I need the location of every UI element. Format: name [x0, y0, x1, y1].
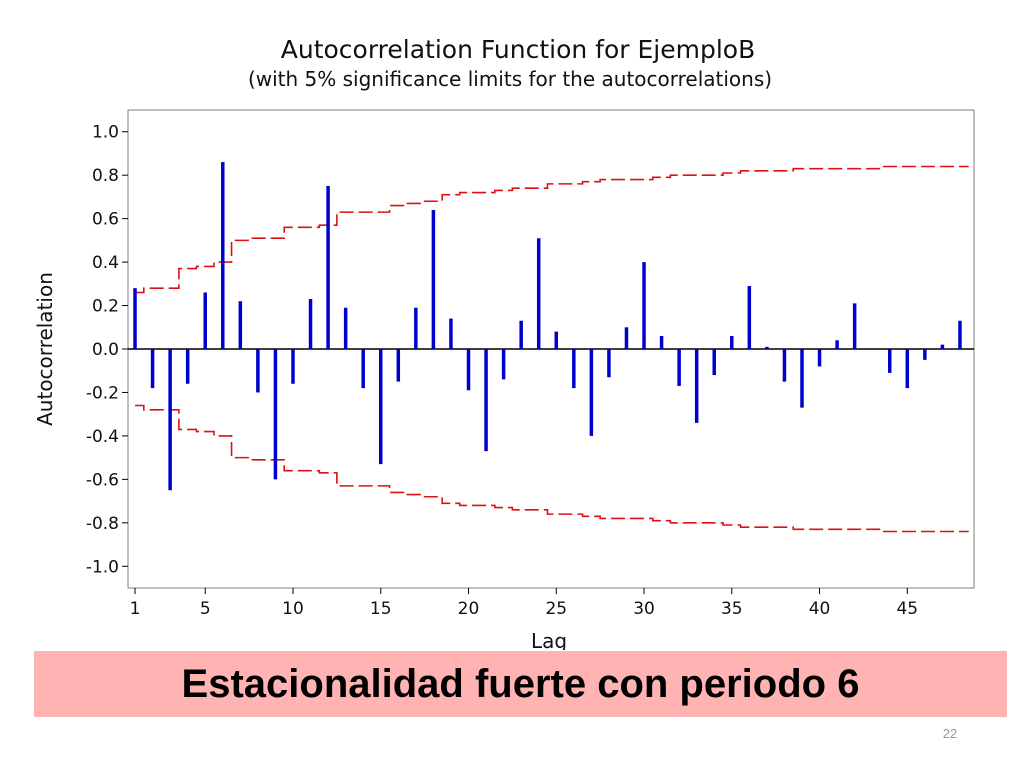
conclusion-text: Estacionalidad fuerte con periodo 6 [181, 661, 860, 706]
y-tick-label: -1.0 [86, 557, 119, 577]
y-tick-label: -0.4 [86, 427, 119, 447]
conclusion-banner: Estacionalidad fuerte con periodo 6 [34, 651, 1007, 717]
y-tick-label: 0.4 [92, 253, 119, 273]
y-tick-label: -0.8 [86, 514, 119, 534]
x-tick-label: 40 [809, 599, 831, 619]
y-tick-label: 0.6 [92, 210, 119, 230]
y-tick-label: -0.2 [86, 383, 119, 403]
y-axis: 1.0 0.8 0.6 0.4 0.2 0.0 -0.2 -0.4 -0.6 -0.8 -1.0 [86, 123, 128, 577]
x-tick-label: 5 [200, 599, 211, 619]
x-tick-label: 15 [370, 599, 392, 619]
acf-chart: Autocorrelation Function for EjemploB (w… [33, 35, 975, 650]
chart-title: Autocorrelation Function for EjemploB [281, 35, 755, 64]
y-tick-label: 0.0 [92, 340, 119, 360]
y-tick-label: 0.2 [92, 297, 119, 317]
y-axis-label: Autocorrelation [33, 272, 57, 426]
x-tick-label: 1 [130, 599, 141, 619]
x-axis-label: Lag [531, 629, 567, 650]
x-tick-label: 30 [633, 599, 655, 619]
x-axis: 1 5 10 15 20 25 30 35 40 45 [130, 588, 918, 619]
x-tick-label: 20 [458, 599, 480, 619]
chart-subtitle: (with 5% significance limits for the aut… [248, 67, 772, 91]
page-number: 22 [942, 726, 958, 741]
x-tick-label: 35 [721, 599, 743, 619]
y-tick-label: 1.0 [92, 123, 119, 143]
x-tick-label: 25 [545, 599, 567, 619]
x-tick-label: 45 [896, 599, 918, 619]
acf-bars [133, 162, 962, 491]
x-tick-label: 10 [282, 599, 304, 619]
y-tick-label: -0.6 [86, 470, 119, 490]
y-tick-label: 0.8 [92, 166, 119, 186]
